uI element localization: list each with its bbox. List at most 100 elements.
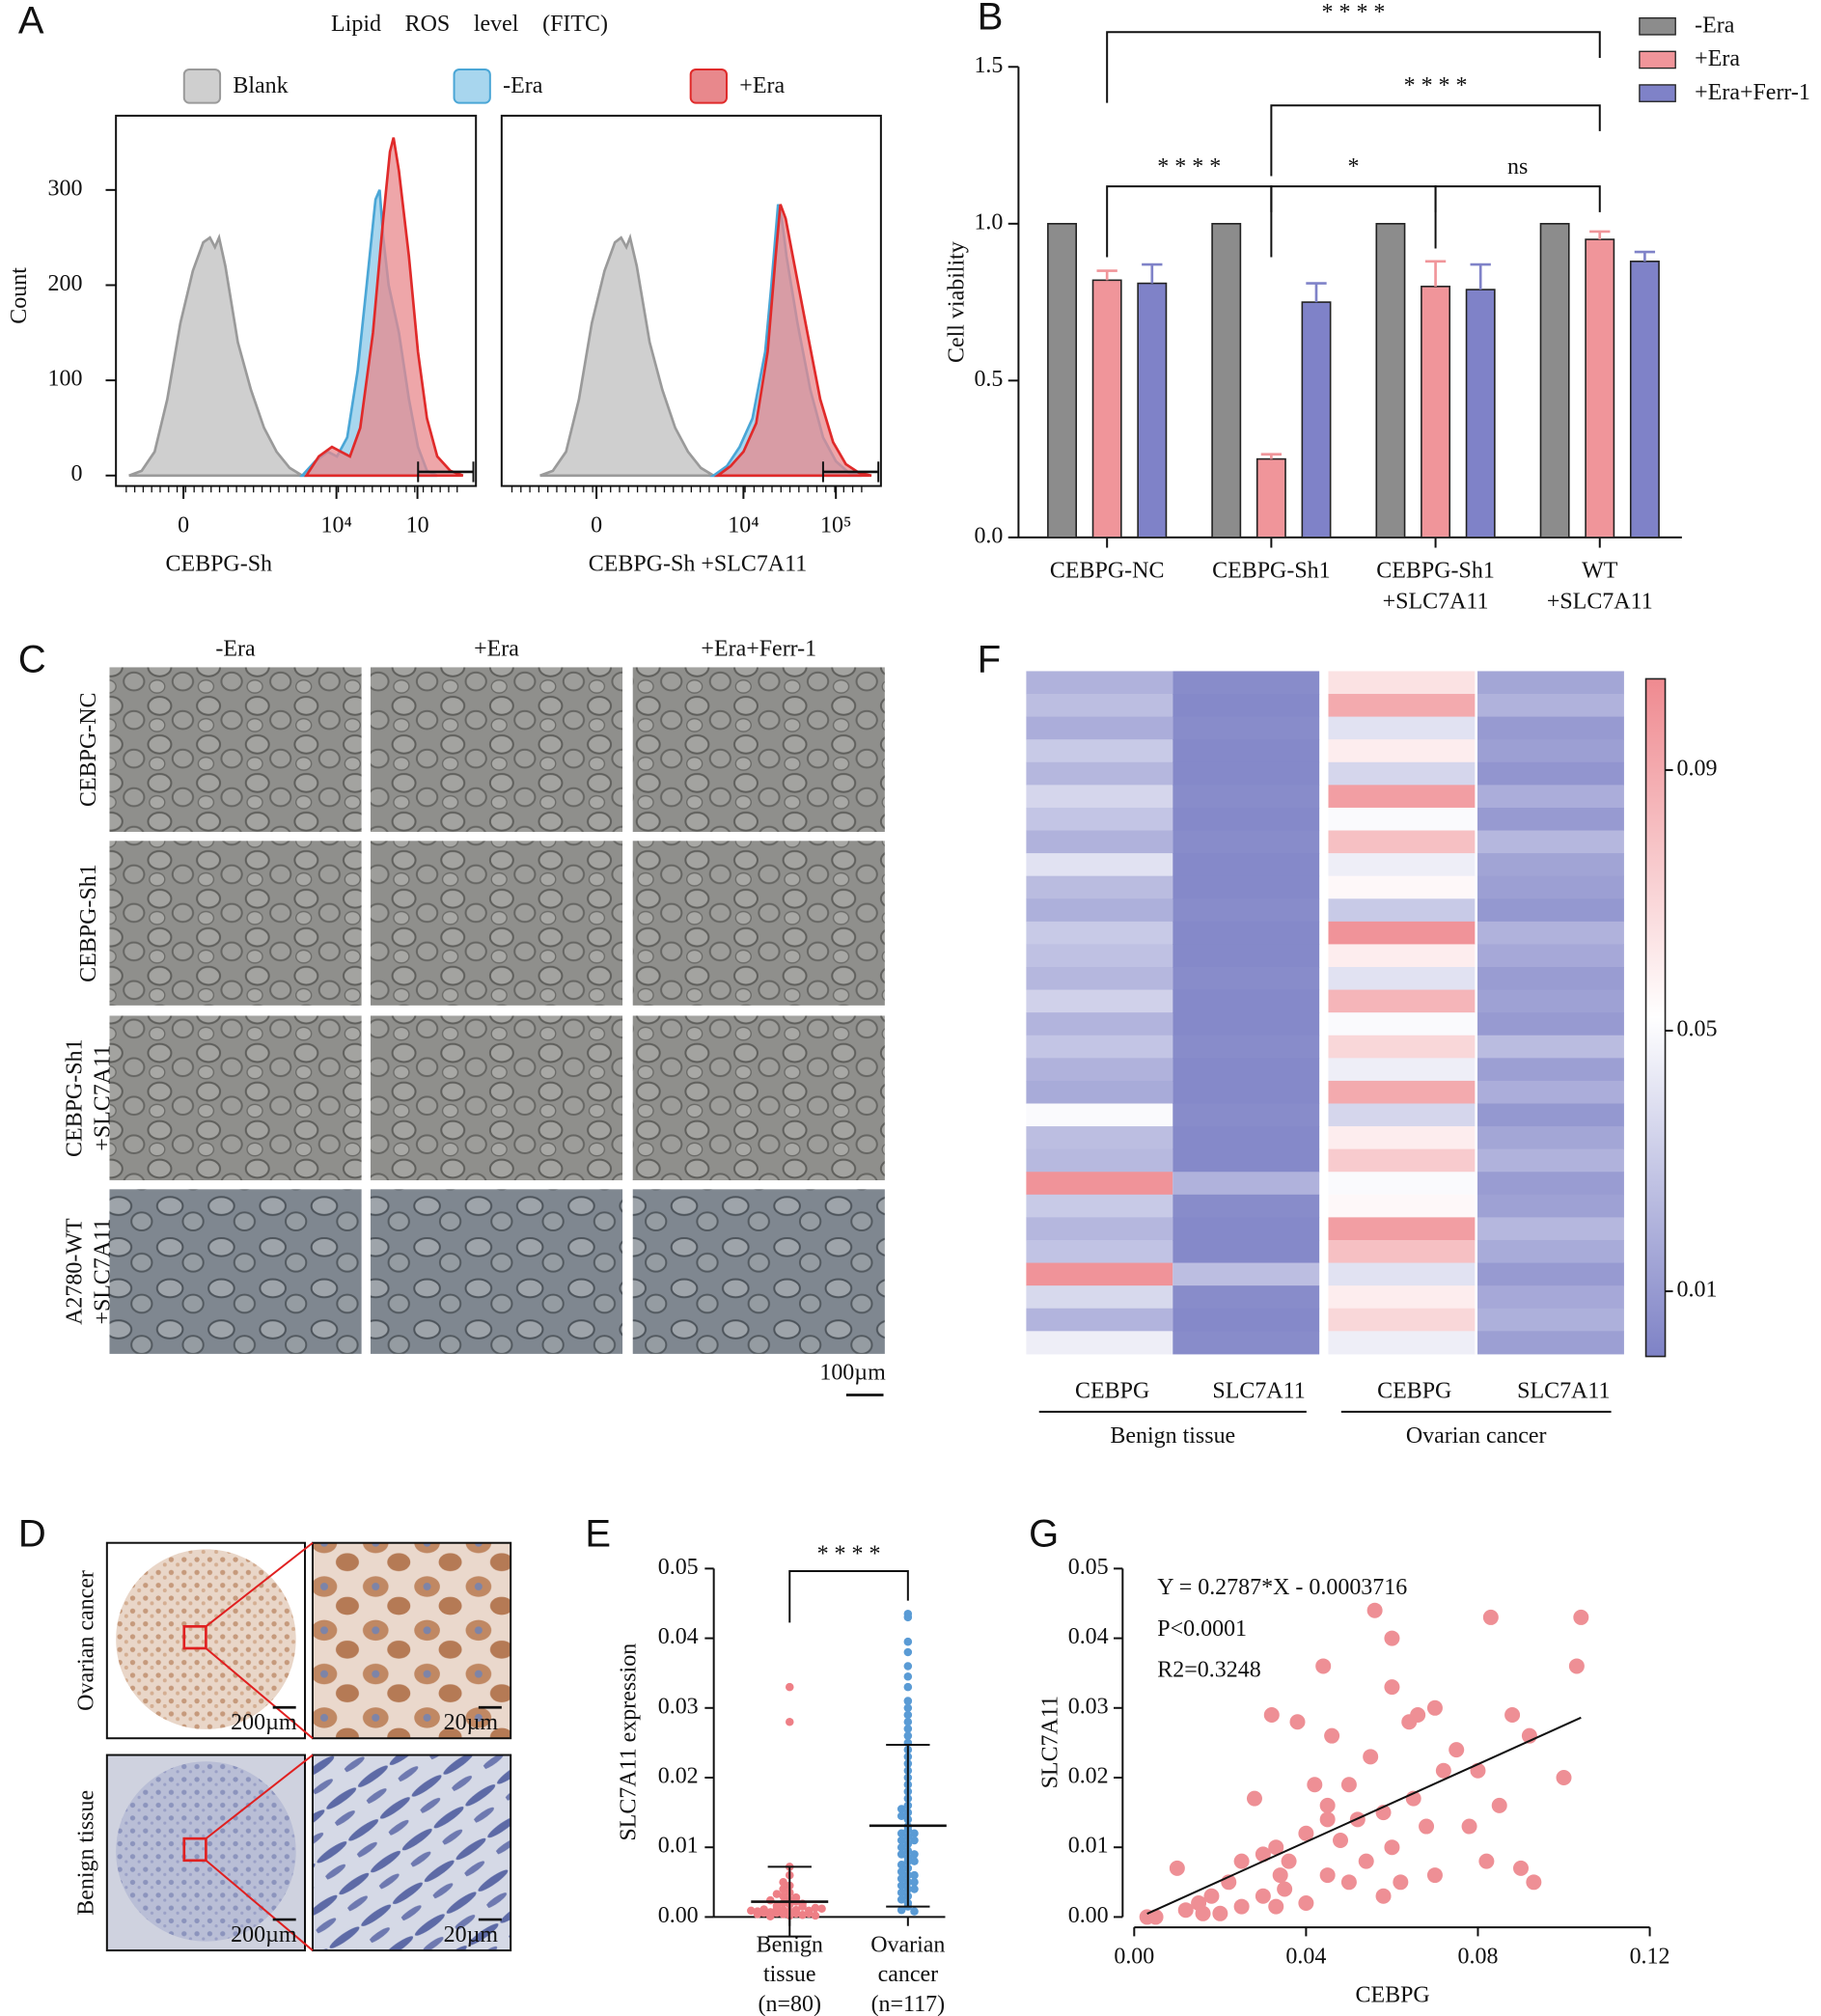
point: [1384, 1679, 1400, 1696]
point: [1568, 1658, 1585, 1674]
heatmap-cell: [1328, 1217, 1476, 1241]
point: [791, 1905, 801, 1915]
point: [1195, 1905, 1211, 1921]
y-axis-label: SLC7A11 expression: [617, 1643, 642, 1841]
point: [910, 1907, 919, 1916]
point: [910, 1885, 919, 1893]
legend-swatch: [453, 68, 491, 104]
point: [1426, 1867, 1443, 1884]
row-label: CEBPG-Sh1: [76, 864, 101, 982]
colorbar-label: 0.05: [1677, 1016, 1718, 1041]
heatmap-cell: [1026, 1331, 1173, 1355]
heatmap-cell: [1026, 1058, 1173, 1082]
heatmap-cell: [1328, 716, 1476, 740]
point: [1177, 1902, 1194, 1919]
y-tick-label: 0.05: [1068, 1555, 1109, 1580]
x-tick-label: CEBPG-Sh1: [1212, 558, 1331, 583]
heatmap-cell: [1328, 1331, 1476, 1355]
point: [791, 1892, 801, 1902]
heatmap-cell: [1026, 761, 1173, 786]
point: [903, 1672, 913, 1681]
heatmap-cell: [1173, 807, 1320, 832]
point: [1319, 1797, 1336, 1813]
point: [786, 1717, 794, 1726]
heatmap-cell: [1328, 1035, 1476, 1059]
heatmap-cell: [1173, 875, 1320, 899]
row-label: +SLC7A11: [91, 1045, 116, 1151]
heatmap-cell: [1173, 853, 1320, 877]
heatmap-cell: [1173, 1035, 1320, 1059]
point: [1319, 1811, 1336, 1828]
point: [1363, 1749, 1379, 1765]
x-tick-label: 0.08: [1457, 1945, 1498, 1970]
y-tick-label: 0: [71, 461, 83, 486]
heatmap-cell: [1026, 1035, 1173, 1059]
heatmap-cell: [1477, 1126, 1624, 1150]
point: [1366, 1602, 1383, 1618]
error-bar: [1589, 230, 1611, 240]
point: [1246, 1790, 1262, 1807]
point: [1426, 1699, 1443, 1716]
point: [1289, 1714, 1306, 1730]
x-tick-label: 10⁴: [728, 513, 759, 539]
panel-label: A: [18, 0, 44, 42]
heatmap-cell: [1026, 989, 1173, 1013]
point: [903, 1613, 913, 1622]
heatmap-cell: [1173, 989, 1320, 1013]
heatmap-cell: [1173, 1285, 1320, 1310]
heatmap-cell: [1328, 830, 1476, 854]
legend-label: +Era: [739, 73, 785, 98]
point: [1233, 1853, 1250, 1869]
point: [804, 1906, 814, 1916]
point: [903, 1725, 913, 1733]
heatmap-cell: [1173, 1217, 1320, 1241]
point: [1461, 1818, 1477, 1835]
point: [1307, 1777, 1323, 1793]
point: [1169, 1860, 1185, 1876]
heatmap-cell: [1477, 1331, 1624, 1355]
heatmap-cell: [1173, 1194, 1320, 1218]
heatmap-cell: [1173, 694, 1320, 718]
significance-label: *: [1347, 154, 1359, 180]
heatmap-cell: [1026, 1148, 1173, 1173]
bar: [1047, 223, 1077, 539]
point: [903, 1647, 913, 1657]
point: [1298, 1894, 1314, 1911]
significance-label: * * * *: [817, 1542, 881, 1567]
point: [786, 1682, 794, 1692]
heatmap-cell: [1477, 898, 1624, 923]
point: [903, 1731, 913, 1740]
heatmap-cell: [1328, 1126, 1476, 1150]
heatmap-cell: [1173, 1148, 1320, 1173]
heatmap-cell: [1173, 1012, 1320, 1036]
point: [903, 1662, 913, 1671]
heatmap-cell: [1173, 1058, 1320, 1082]
point: [1255, 1888, 1271, 1904]
micrograph: [370, 1015, 623, 1181]
heatmap-cell: [1477, 1308, 1624, 1332]
heatmap-cell: [1026, 898, 1173, 923]
heatmap-cell: [1173, 671, 1320, 695]
heatmap-cell: [1026, 1285, 1173, 1310]
heatmap-cell: [1477, 1058, 1624, 1082]
zoom-box: [182, 1624, 207, 1650]
y-tick-label: 1.5: [974, 53, 1003, 78]
annotation: Y = 0.2787*X - 0.0003716: [1157, 1575, 1407, 1600]
point: [1358, 1853, 1374, 1869]
point: [1340, 1777, 1357, 1793]
point: [1147, 1909, 1164, 1925]
point: [1203, 1888, 1220, 1904]
heatmap-cell: [1173, 1262, 1320, 1286]
point: [1212, 1905, 1228, 1921]
heatmap-cell: [1026, 1217, 1173, 1241]
heatmap-cell: [1477, 1239, 1624, 1264]
bar: [1375, 223, 1406, 539]
heatmap-cell: [1173, 785, 1320, 809]
bar: [1301, 301, 1332, 539]
point: [897, 1874, 906, 1883]
heatmap-cell: [1328, 694, 1476, 718]
heatmap-cell: [1173, 1172, 1320, 1196]
significance-bracket: [1270, 185, 1437, 258]
